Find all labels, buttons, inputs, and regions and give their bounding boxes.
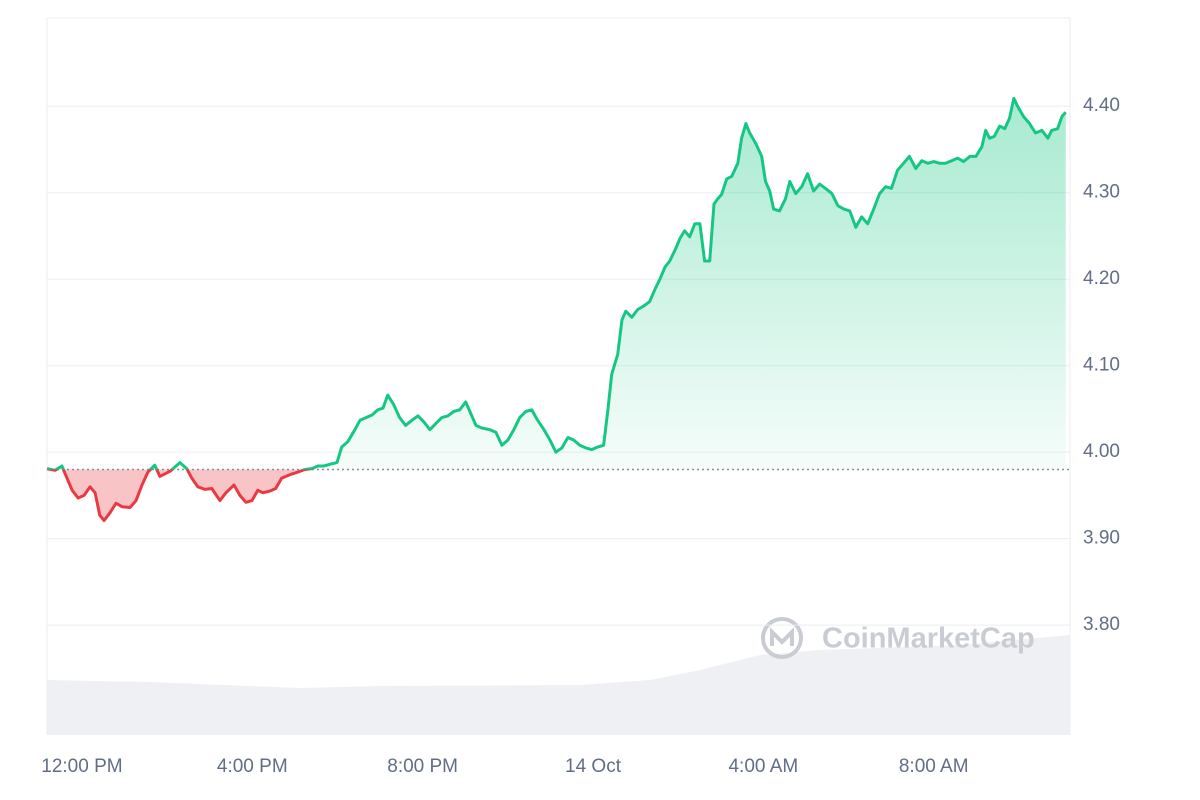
x-tick-label: 8:00 AM <box>899 756 969 777</box>
x-tick-label: 4:00 PM <box>217 756 288 777</box>
x-tick-label: 14 Oct <box>565 756 622 777</box>
y-tick-label: 4.10 <box>1083 355 1120 376</box>
price-line <box>46 96 1067 522</box>
watermark-text: CoinMarketCap <box>822 623 1035 655</box>
y-tick-label: 4.40 <box>1083 95 1120 116</box>
x-tick-label: 12:00 PM <box>41 756 122 777</box>
x-tick-label: 4:00 AM <box>728 756 798 777</box>
watermark: CoinMarketCap <box>761 617 1035 659</box>
volume-area <box>47 635 1070 735</box>
watermark-logo <box>761 617 803 659</box>
area-fill <box>47 98 1066 521</box>
y-tick-label: 4.20 <box>1083 268 1120 289</box>
x-tick-label: 8:00 PM <box>387 756 458 777</box>
y-tick-label: 3.80 <box>1083 614 1120 635</box>
y-tick-label: 4.30 <box>1083 182 1120 203</box>
watermark-logo-mark <box>770 627 794 646</box>
y-tick-label: 4.00 <box>1083 441 1120 462</box>
y-tick-label: 3.90 <box>1083 528 1120 549</box>
